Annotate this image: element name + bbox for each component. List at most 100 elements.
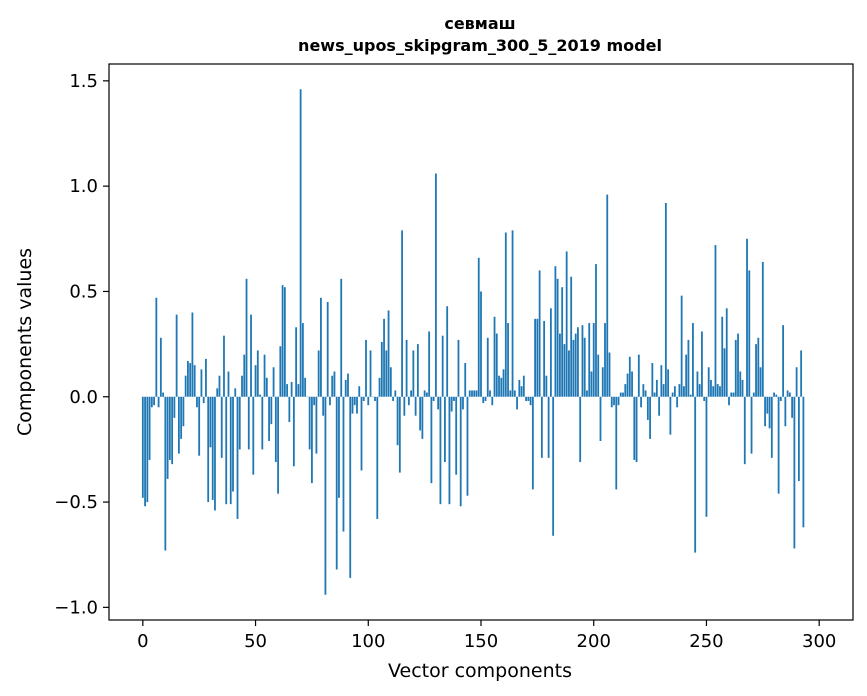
bar-271 [752, 392, 755, 397]
bar-18 [182, 396, 185, 427]
bar-62 [281, 285, 284, 397]
bar-289 [793, 396, 796, 549]
bar-43 [238, 396, 241, 450]
bar-164 [511, 230, 514, 397]
bar-75 [311, 396, 313, 484]
bar-115 [401, 230, 403, 397]
bar-58 [272, 367, 275, 397]
x-tick-label: 150 [464, 631, 498, 652]
bar-280 [773, 392, 775, 397]
bar-212 [619, 392, 622, 397]
bar-238 [678, 384, 681, 397]
bar-291 [797, 396, 800, 481]
bar-6 [155, 297, 158, 397]
bar-84 [331, 375, 334, 397]
bar-285 [784, 396, 787, 427]
bar-236 [673, 386, 676, 397]
bar-57 [270, 396, 273, 425]
bar-89 [342, 396, 345, 532]
bar-158 [498, 375, 500, 397]
bar-247 [698, 384, 701, 397]
bar-11 [166, 396, 169, 479]
bar-29 [207, 396, 210, 503]
bar-243 [689, 394, 692, 397]
bar-205 [604, 323, 606, 397]
bar-65 [288, 396, 291, 423]
bar-25 [198, 396, 201, 456]
bar-214 [624, 384, 627, 397]
bar-220 [637, 354, 640, 397]
bar-106 [380, 342, 383, 397]
bar-1 [144, 396, 146, 507]
bar-177 [540, 396, 543, 458]
bar-275 [761, 261, 764, 397]
bar-10 [164, 396, 167, 551]
plot-frame [108, 63, 854, 621]
bar-219 [635, 396, 638, 463]
bar-187 [563, 344, 566, 397]
bar-83 [329, 396, 331, 406]
bar-227 [653, 392, 656, 397]
bar-12 [168, 396, 171, 460]
bar-5 [153, 396, 155, 406]
bar-49 [252, 396, 255, 475]
bar-78 [317, 350, 320, 397]
bar-186 [561, 287, 564, 397]
bar-53 [261, 396, 264, 450]
bar-249 [703, 396, 706, 401]
bar-239 [680, 295, 683, 397]
bar-185 [559, 333, 561, 397]
bar-157 [495, 333, 498, 397]
bar-138 [453, 396, 455, 401]
x-tick-label: 0 [137, 631, 148, 652]
bar-86 [335, 396, 338, 570]
bar-195 [581, 325, 584, 397]
bar-137 [450, 396, 453, 412]
bar-259 [725, 308, 728, 397]
bar-31 [211, 396, 214, 500]
bar-222 [642, 384, 645, 397]
bar-91 [347, 373, 349, 397]
bar-76 [313, 396, 316, 406]
bar-246 [696, 371, 699, 397]
bar-120 [412, 350, 415, 397]
bar-104 [376, 396, 379, 519]
bar-129 [432, 396, 435, 401]
bar-197 [586, 390, 588, 397]
bar-166 [516, 396, 518, 410]
bar-253 [712, 386, 715, 397]
bar-241 [685, 354, 688, 397]
bar-147 [473, 390, 476, 397]
bar-193 [577, 327, 579, 397]
bar-67 [292, 396, 295, 467]
bar-179 [545, 375, 548, 397]
bar-191 [572, 339, 575, 397]
bar-256 [719, 386, 721, 397]
bar-123 [419, 396, 422, 431]
y-tick-label: −1.0 [54, 597, 98, 618]
bar-114 [398, 396, 401, 473]
bar-109 [387, 310, 390, 397]
bar-13 [171, 396, 174, 465]
bar-28 [205, 358, 207, 397]
bar-160 [502, 369, 505, 397]
bar-199 [590, 371, 593, 397]
bar-190 [570, 276, 573, 397]
bar-233 [667, 369, 670, 397]
bar-108 [385, 350, 388, 397]
bar-48 [250, 314, 252, 397]
bar-142 [462, 396, 464, 410]
bar-173 [531, 396, 534, 490]
bar-34 [218, 375, 221, 397]
bar-171 [527, 396, 530, 401]
bar-series [141, 89, 805, 595]
bar-184 [556, 278, 559, 397]
bar-175 [536, 318, 539, 397]
bar-169 [522, 375, 525, 397]
bar-178 [543, 320, 546, 397]
bar-262 [732, 392, 735, 397]
bar-145 [468, 390, 471, 397]
x-axis-ticks: 0 50 100 150 200 250 300 [137, 620, 836, 652]
bar-30 [209, 396, 212, 448]
